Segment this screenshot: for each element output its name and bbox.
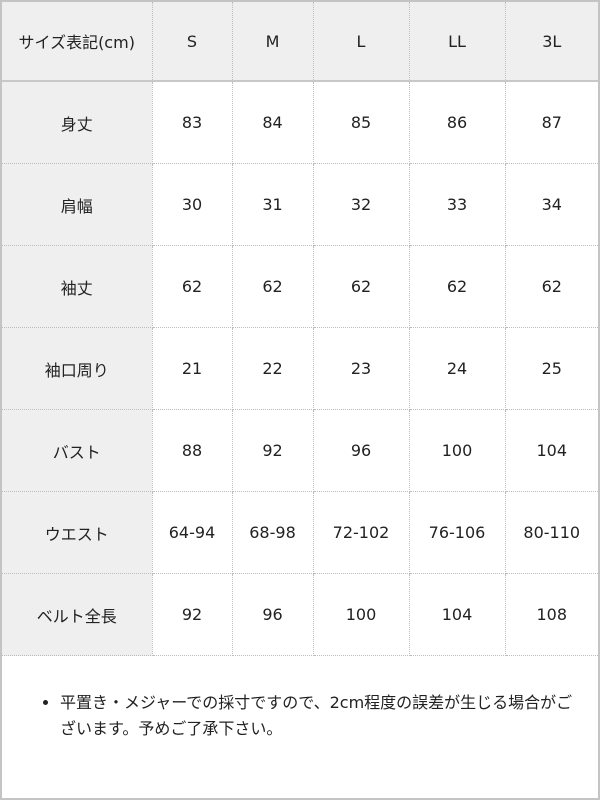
value-cell: 62: [151, 245, 233, 328]
value-cell: 64-94: [151, 491, 233, 574]
value-cell: 88: [151, 409, 233, 492]
value-cell: 83: [151, 80, 233, 164]
value-cell: 104: [504, 409, 598, 492]
value-cell: 96: [231, 573, 314, 656]
measurement-label-cell: ベルト全長: [2, 573, 153, 656]
value-cell: 100: [408, 409, 506, 492]
value-cell: 21: [151, 327, 233, 410]
size-header-cell: 3L: [504, 2, 598, 82]
value-cell: 33: [408, 163, 506, 246]
value-cell: 68-98: [231, 491, 314, 574]
measurement-label-cell: 袖口周り: [2, 327, 153, 410]
value-cell: 62: [231, 245, 314, 328]
table-row: 肩幅 30 31 32 33 34: [2, 163, 598, 246]
header-label-cell: サイズ表記(cm): [2, 2, 153, 82]
value-cell: 32: [312, 163, 410, 246]
value-cell: 23: [312, 327, 410, 410]
measurement-label-cell: 肩幅: [2, 163, 153, 246]
value-cell: 108: [504, 573, 598, 656]
table-row: バスト 88 92 96 100 104: [2, 409, 598, 492]
value-cell: 85: [312, 80, 410, 164]
value-cell: 86: [408, 80, 506, 164]
value-cell: 62: [408, 245, 506, 328]
value-cell: 96: [312, 409, 410, 492]
measurement-label-cell: バスト: [2, 409, 153, 492]
value-cell: 72-102: [312, 491, 410, 574]
value-cell: 84: [231, 80, 314, 164]
measurement-note: 平置き・メジャーでの採寸ですので、2cm程度の誤差が生じる場合がございます。予め…: [40, 690, 580, 742]
value-cell: 62: [312, 245, 410, 328]
size-header-cell: LL: [408, 2, 506, 82]
size-table: サイズ表記(cm) S M L LL 3L 身丈 83 84 85 86 87 肩幅 30 31 32 33 34…: [2, 2, 598, 656]
value-cell: 87: [504, 80, 598, 164]
table-row: 袖口周り 21 22 23 24 25: [2, 327, 598, 410]
value-cell: 34: [504, 163, 598, 246]
table-row: ベルト全長 92 96 100 104 108: [2, 573, 598, 656]
value-cell: 104: [408, 573, 506, 656]
size-header-cell: M: [231, 2, 314, 82]
measurement-label-cell: 身丈: [2, 80, 153, 164]
value-cell: 25: [504, 327, 598, 410]
size-header-cell: S: [151, 2, 233, 82]
value-cell: 24: [408, 327, 506, 410]
measurement-label-cell: ウエスト: [2, 491, 153, 574]
value-cell: 92: [151, 573, 233, 656]
value-cell: 100: [312, 573, 410, 656]
table-row: 身丈 83 84 85 86 87: [2, 80, 598, 164]
value-cell: 76-106: [408, 491, 506, 574]
table-header-row: サイズ表記(cm) S M L LL 3L: [2, 2, 598, 82]
value-cell: 31: [231, 163, 314, 246]
table-row: 袖丈 62 62 62 62 62: [2, 245, 598, 328]
value-cell: 62: [504, 245, 598, 328]
table-row: ウエスト 64-94 68-98 72-102 76-106 80-110: [2, 491, 598, 574]
measurement-label-cell: 袖丈: [2, 245, 153, 328]
size-header-cell: L: [312, 2, 410, 82]
value-cell: 92: [231, 409, 314, 492]
note-item: 平置き・メジャーでの採寸ですので、2cm程度の誤差が生じる場合がございます。予め…: [60, 690, 580, 742]
value-cell: 80-110: [504, 491, 598, 574]
value-cell: 22: [231, 327, 314, 410]
value-cell: 30: [151, 163, 233, 246]
